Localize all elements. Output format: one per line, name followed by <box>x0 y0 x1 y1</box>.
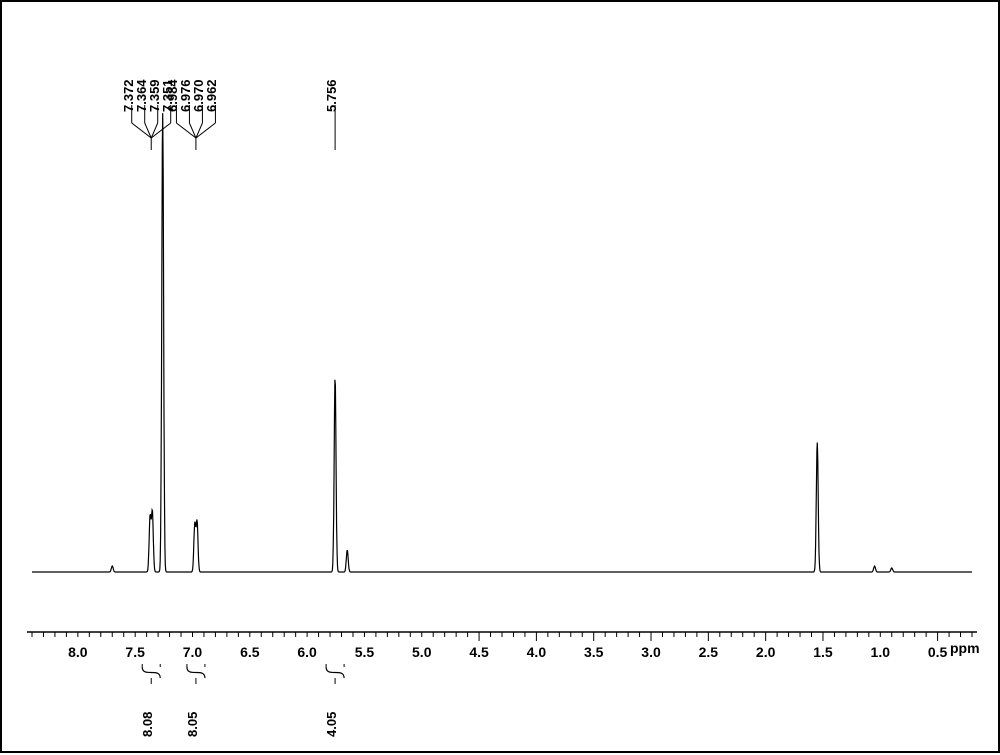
axis-tick-label: 6.5 <box>240 644 259 660</box>
axis-tick-label: 4.0 <box>527 644 546 660</box>
integral-value-label: 4.05 <box>324 712 339 737</box>
x-axis-unit: ppm <box>950 640 980 656</box>
axis-tick-label: 2.5 <box>699 644 718 660</box>
axis-tick-label: 4.5 <box>469 644 488 660</box>
axis-tick-label: 5.5 <box>355 644 374 660</box>
axis-tick-label: 8.0 <box>68 644 87 660</box>
axis-tick-label: 1.0 <box>871 644 890 660</box>
spectrum-plot <box>2 2 1000 755</box>
axis-tick-label: 0.5 <box>928 644 947 660</box>
peak-ppm-label: 5.756 <box>324 79 339 112</box>
axis-tick-label: 7.0 <box>183 644 202 660</box>
axis-tick-label: 5.0 <box>412 644 431 660</box>
integral-value-label: 8.08 <box>140 712 155 737</box>
axis-tick-label: 6.0 <box>297 644 316 660</box>
integral-value-label: 8.05 <box>185 712 200 737</box>
axis-tick-label: 3.5 <box>584 644 603 660</box>
axis-tick-label: 1.5 <box>813 644 832 660</box>
axis-tick-label: 3.0 <box>641 644 660 660</box>
axis-tick-label: 7.5 <box>125 644 144 660</box>
axis-tick-label: 2.0 <box>756 644 775 660</box>
nmr-spectrum-chart: 7.3727.3647.3597.3516.9846.9766.9706.962… <box>0 0 1000 753</box>
peak-ppm-label: 6.962 <box>204 79 219 112</box>
